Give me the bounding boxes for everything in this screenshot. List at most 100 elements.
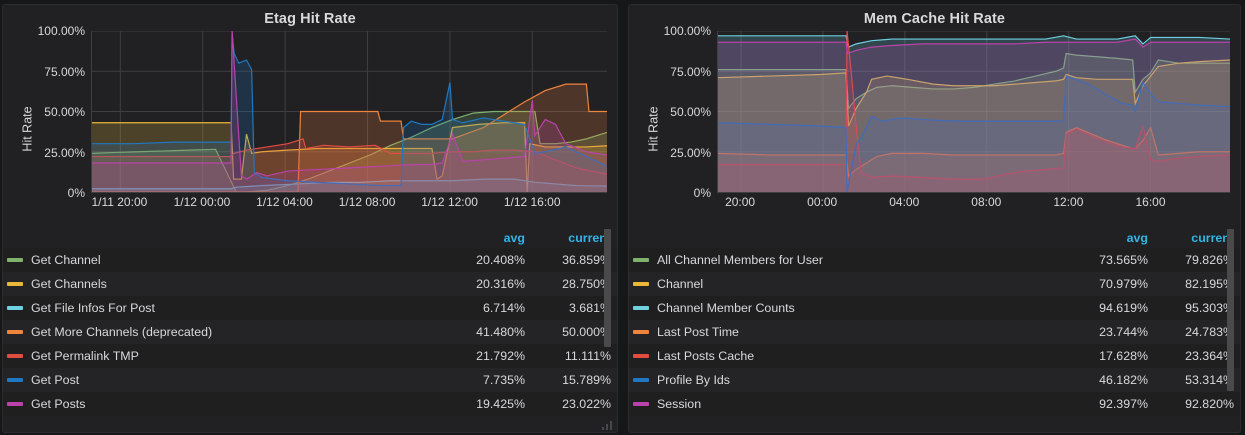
series-line — [718, 54, 1230, 109]
series-line — [92, 139, 607, 174]
legend-row[interactable]: Get More Channels (deprecated) 41.480% 50.… — [3, 320, 617, 344]
legend-row[interactable]: Channel Member Counts 94.619% 95.303% — [629, 296, 1240, 320]
legend-row[interactable]: Get Channel 20.408% 36.859% — [3, 248, 617, 272]
legend-scrollbar[interactable] — [604, 229, 611, 347]
legend-current-value: 24.783% — [1185, 325, 1234, 339]
series-color-swatch-icon[interactable] — [7, 330, 23, 334]
legend-series-name[interactable]: Channel — [629, 272, 1068, 296]
legend-avg-value: 6.714% — [482, 301, 525, 315]
legend-row[interactable]: Profile By Ids 46.182% 53.314% — [629, 368, 1240, 392]
legend-current-header[interactable]: current — [568, 231, 611, 245]
legend-series-name[interactable]: Profile By Ids — [629, 368, 1068, 392]
legend-row[interactable]: Get Channels 20.316% 28.750% — [3, 272, 617, 296]
legend-avg-value: 19.425% — [476, 397, 525, 411]
graph-area[interactable]: Hit Rate 0% 25.00% 50.00% 75.00% 100.00% 20:… — [629, 24, 1240, 227]
series-color-swatch-icon[interactable] — [633, 330, 649, 334]
legend-series-name[interactable]: All Channel Members for User — [629, 248, 1068, 272]
legend-series-name[interactable]: Get Post — [3, 368, 445, 392]
series-color-swatch-icon[interactable] — [7, 354, 23, 358]
y-tick-label: 75.00% — [44, 64, 85, 79]
legend-avg-value: 20.316% — [476, 277, 525, 291]
legend-avg-value: 46.182% — [1099, 373, 1148, 387]
series-color-swatch-icon[interactable] — [7, 306, 23, 310]
series-color-swatch-icon[interactable] — [633, 306, 649, 310]
legend-scrollbar[interactable] — [1227, 229, 1234, 391]
legend-avg-value: 94.619% — [1099, 301, 1148, 315]
graph-area[interactable]: Hit Rate 0% 25.00% 50.00% 75.00% 100.00% 1/1… — [3, 24, 617, 227]
series-area — [92, 84, 607, 192]
legend-series-name[interactable]: Last Post Time — [629, 320, 1068, 344]
legend-avg-value: 17.628% — [1099, 349, 1148, 363]
panel-etag-hit-rate[interactable]: Etag Hit Rate Hit Rate 0% 25.00% 50.00% 75.… — [2, 4, 618, 433]
plot-canvas[interactable] — [91, 31, 607, 193]
legend-row[interactable]: Channel 70.979% 82.195% — [629, 272, 1240, 296]
series-line — [718, 39, 1230, 53]
series-area — [92, 138, 607, 192]
legend-current-value: 92.820% — [1185, 397, 1234, 411]
legend-series-name[interactable]: Channel Member Counts — [629, 296, 1068, 320]
x-axis-ticks: 20:00 00:00 04:00 08:00 12:00 16:00 — [717, 195, 1230, 215]
plot-canvas[interactable] — [717, 31, 1230, 193]
y-tick-label: 25.00% — [670, 145, 711, 160]
legend-series-name[interactable]: Get Channels — [3, 272, 445, 296]
legend-row[interactable]: Last Post Time 23.744% 24.783% — [629, 320, 1240, 344]
y-tick-label: 75.00% — [670, 64, 711, 79]
panel-resize-grip[interactable] — [602, 420, 614, 430]
legend-avg-header[interactable]: avg — [503, 231, 525, 245]
legend-series-name[interactable]: Get File Infos For Post — [3, 296, 445, 320]
series-area — [92, 111, 607, 192]
legend-avg-header[interactable]: avg — [1126, 231, 1148, 245]
series-color-swatch-icon[interactable] — [633, 402, 649, 406]
legend-current-value: 53.314% — [1185, 373, 1234, 387]
legend-series-header — [629, 227, 1068, 248]
legend-current-value: 82.195% — [1185, 277, 1234, 291]
legend-row[interactable]: Session 92.397% 92.820% — [629, 392, 1240, 416]
series-line — [718, 76, 1230, 192]
legend-series-name[interactable]: Get Channel — [3, 248, 445, 272]
series-color-swatch-icon[interactable] — [7, 402, 23, 406]
panel-title[interactable]: Mem Cache Hit Rate — [863, 11, 1006, 27]
legend-panel[interactable]: avg current All Channel Members for User… — [629, 227, 1240, 432]
x-axis-ticks: 1/11 20:00 1/12 00:00 1/12 04:00 1/12 08:00… — [91, 195, 607, 215]
series-line — [92, 84, 607, 192]
legend-row[interactable]: All Channel Members for User 73.565% 79.82… — [629, 248, 1240, 272]
series-line — [92, 112, 607, 193]
series-lines — [92, 31, 607, 192]
legend-row[interactable]: Get Posts 19.425% 23.022% — [3, 392, 617, 416]
series-color-swatch-icon[interactable] — [7, 378, 23, 382]
legend-series-name[interactable]: Get Posts — [3, 392, 445, 416]
panel-title[interactable]: Etag Hit Rate — [264, 11, 356, 27]
x-tick-label: 1/12 00:00 — [173, 195, 231, 209]
panel-mem-cache-hit-rate[interactable]: Mem Cache Hit Rate Hit Rate 0% 25.00% 50.0… — [628, 4, 1241, 433]
x-tick-label: 1/12 04:00 — [256, 195, 313, 209]
legend-header-row: avg current — [629, 227, 1240, 248]
legend-series-name[interactable]: Get More Channels (deprecated) — [3, 320, 445, 344]
x-tick-label: 00:00 — [807, 195, 838, 209]
series-area — [92, 31, 607, 192]
legend-series-name[interactable]: Last Posts Cache — [629, 344, 1068, 368]
series-area — [718, 127, 1230, 192]
x-tick-label: 12:00 — [1053, 195, 1084, 209]
series-color-swatch-icon[interactable] — [7, 282, 23, 286]
legend-panel[interactable]: avg current Get Channel 20.408% 36.859% Get… — [3, 227, 617, 432]
series-color-swatch-icon[interactable] — [633, 282, 649, 286]
x-tick-label: 20:00 — [725, 195, 756, 209]
legend-row[interactable]: Get File Infos For Post 6.714% 3.681% — [3, 296, 617, 320]
legend-current-header[interactable]: current — [1191, 231, 1234, 245]
legend-current-value: 36.859% — [562, 253, 611, 267]
legend-current-value: 95.303% — [1185, 301, 1234, 315]
legend-avg-value: 73.565% — [1099, 253, 1148, 267]
series-color-swatch-icon[interactable] — [633, 354, 649, 358]
legend-row[interactable]: Last Posts Cache 17.628% 23.364% — [629, 344, 1240, 368]
series-color-swatch-icon[interactable] — [7, 258, 23, 262]
legend-current-value: 79.826% — [1185, 253, 1234, 267]
series-area — [718, 39, 1230, 192]
series-area — [92, 32, 607, 192]
series-color-swatch-icon[interactable] — [633, 378, 649, 382]
legend-row[interactable]: Get Permalink TMP 21.792% 11.111% — [3, 344, 617, 368]
legend-series-name[interactable]: Get Permalink TMP — [3, 344, 445, 368]
legend-series-name[interactable]: Session — [629, 392, 1068, 416]
legend-row[interactable]: Get Post 7.735% 15.789% — [3, 368, 617, 392]
series-color-swatch-icon[interactable] — [633, 258, 649, 262]
